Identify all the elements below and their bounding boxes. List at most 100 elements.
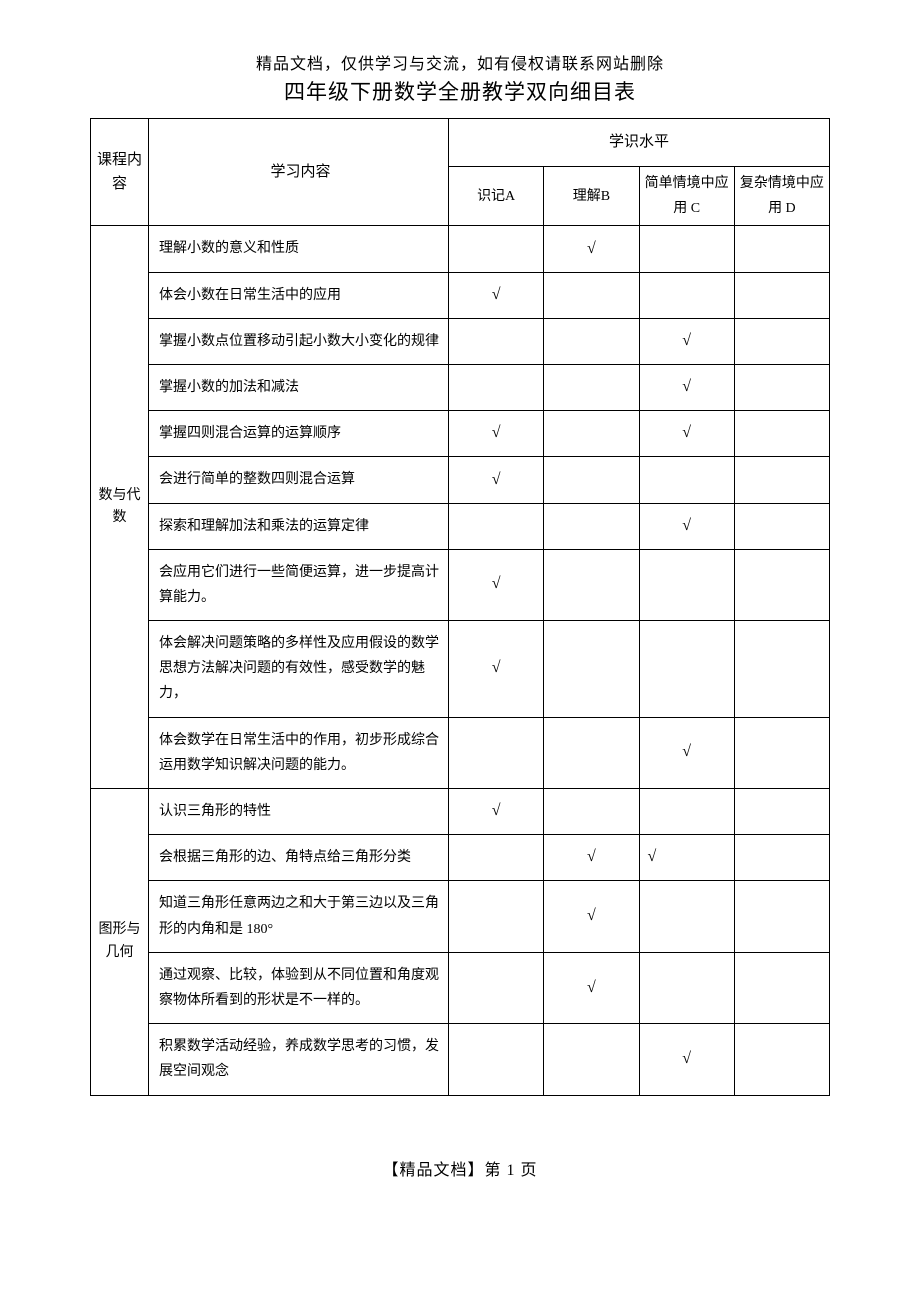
level-a-cell — [449, 1024, 544, 1095]
table-row: 体会解决问题策略的多样性及应用假设的数学思想方法解决问题的有效性，感受数学的魅力… — [91, 621, 830, 718]
level-b-cell — [544, 457, 639, 503]
level-b-cell — [544, 411, 639, 457]
level-b-cell: √ — [544, 226, 639, 272]
category-cell: 图形与几何 — [91, 789, 149, 1096]
level-a-cell: √ — [449, 549, 544, 620]
content-cell: 掌握四则混合运算的运算顺序 — [149, 411, 449, 457]
content-cell: 会进行简单的整数四则混合运算 — [149, 457, 449, 503]
level-a-cell: √ — [449, 272, 544, 318]
level-b-cell: √ — [544, 881, 639, 952]
level-d-cell — [734, 272, 829, 318]
table-row: 知道三角形任意两边之和大于第三边以及三角形的内角和是 180° √ — [91, 881, 830, 952]
content-cell: 体会解决问题策略的多样性及应用假设的数学思想方法解决问题的有效性，感受数学的魅力… — [149, 621, 449, 718]
content-cell: 体会小数在日常生活中的应用 — [149, 272, 449, 318]
level-c-cell: √ — [639, 411, 734, 457]
table-row: 体会小数在日常生活中的应用 √ — [91, 272, 830, 318]
header-level-group: 学识水平 — [449, 119, 830, 167]
level-c-cell: √ — [639, 503, 734, 549]
level-d-cell — [734, 952, 829, 1023]
header-content: 学习内容 — [149, 119, 449, 226]
level-a-cell — [449, 364, 544, 410]
level-d-cell — [734, 318, 829, 364]
header-level-c: 简单情境中应用 C — [639, 167, 734, 226]
level-d-cell — [734, 717, 829, 788]
level-a-cell — [449, 835, 544, 881]
content-cell: 会根据三角形的边、角特点给三角形分类 — [149, 835, 449, 881]
level-d-cell — [734, 1024, 829, 1095]
table-row: 会进行简单的整数四则混合运算 √ — [91, 457, 830, 503]
content-cell: 知道三角形任意两边之和大于第三边以及三角形的内角和是 180° — [149, 881, 449, 952]
content-cell: 体会数学在日常生活中的作用，初步形成综合运用数学知识解决问题的能力。 — [149, 717, 449, 788]
level-c-cell — [639, 549, 734, 620]
level-c-cell — [639, 272, 734, 318]
level-a-cell: √ — [449, 621, 544, 718]
level-b-cell — [544, 549, 639, 620]
table-row: 体会数学在日常生活中的作用，初步形成综合运用数学知识解决问题的能力。 √ — [91, 717, 830, 788]
level-c-cell — [639, 789, 734, 835]
table-row: 探索和理解加法和乘法的运算定律 √ — [91, 503, 830, 549]
level-b-cell — [544, 717, 639, 788]
curriculum-table: 课程内容 学习内容 学识水平 识记A 理解B 简单情境中应用 C 复杂情境中应用… — [90, 118, 830, 1096]
level-d-cell — [734, 411, 829, 457]
table-row: 图形与几何 认识三角形的特性 √ — [91, 789, 830, 835]
level-a-cell — [449, 318, 544, 364]
content-cell: 理解小数的意义和性质 — [149, 226, 449, 272]
table-row: 数与代数 理解小数的意义和性质 √ — [91, 226, 830, 272]
content-cell: 通过观察、比较，体验到从不同位置和角度观察物体所看到的形状是不一样的。 — [149, 952, 449, 1023]
level-b-cell — [544, 789, 639, 835]
level-c-cell — [639, 226, 734, 272]
level-b-cell — [544, 503, 639, 549]
level-a-cell: √ — [449, 411, 544, 457]
content-cell: 认识三角形的特性 — [149, 789, 449, 835]
level-a-cell — [449, 717, 544, 788]
level-c-cell — [639, 457, 734, 503]
content-cell: 掌握小数点位置移动引起小数大小变化的规律 — [149, 318, 449, 364]
document-title: 四年级下册数学全册教学双向细目表 — [90, 76, 830, 106]
level-b-cell — [544, 318, 639, 364]
level-d-cell — [734, 503, 829, 549]
level-b-cell: √ — [544, 835, 639, 881]
level-c-cell — [639, 952, 734, 1023]
header-level-a: 识记A — [449, 167, 544, 226]
table-row: 掌握四则混合运算的运算顺序 √ √ — [91, 411, 830, 457]
content-cell: 会应用它们进行一些简便运算，进一步提高计算能力。 — [149, 549, 449, 620]
level-d-cell — [734, 789, 829, 835]
level-c-cell — [639, 881, 734, 952]
level-b-cell — [544, 272, 639, 318]
content-cell: 掌握小数的加法和减法 — [149, 364, 449, 410]
level-d-cell — [734, 457, 829, 503]
header-level-b: 理解B — [544, 167, 639, 226]
level-c-cell: √ — [639, 364, 734, 410]
level-d-cell — [734, 364, 829, 410]
table-row: 掌握小数的加法和减法 √ — [91, 364, 830, 410]
header-note: 精品文档，仅供学习与交流，如有侵权请联系网站删除 — [90, 50, 830, 74]
level-a-cell: √ — [449, 457, 544, 503]
level-d-cell — [734, 226, 829, 272]
level-d-cell — [734, 835, 829, 881]
level-d-cell — [734, 549, 829, 620]
level-a-cell: √ — [449, 789, 544, 835]
table-row: 积累数学活动经验，养成数学思考的习惯，发展空间观念 √ — [91, 1024, 830, 1095]
level-a-cell — [449, 503, 544, 549]
content-cell: 探索和理解加法和乘法的运算定律 — [149, 503, 449, 549]
table-row: 掌握小数点位置移动引起小数大小变化的规律 √ — [91, 318, 830, 364]
header-level-d: 复杂情境中应用 D — [734, 167, 829, 226]
level-c-cell — [639, 621, 734, 718]
page-footer: 【精品文档】第 1 页 — [90, 1156, 830, 1180]
level-b-cell — [544, 621, 639, 718]
level-a-cell — [449, 226, 544, 272]
category-cell: 数与代数 — [91, 226, 149, 789]
level-d-cell — [734, 881, 829, 952]
table-row: 通过观察、比较，体验到从不同位置和角度观察物体所看到的形状是不一样的。 √ — [91, 952, 830, 1023]
level-b-cell — [544, 364, 639, 410]
level-a-cell — [449, 881, 544, 952]
table-row: 会应用它们进行一些简便运算，进一步提高计算能力。 √ — [91, 549, 830, 620]
level-b-cell — [544, 1024, 639, 1095]
level-c-cell: √ — [639, 835, 734, 881]
level-c-cell: √ — [639, 717, 734, 788]
header-category: 课程内容 — [91, 119, 149, 226]
level-b-cell: √ — [544, 952, 639, 1023]
table-row: 会根据三角形的边、角特点给三角形分类 √ √ — [91, 835, 830, 881]
level-a-cell — [449, 952, 544, 1023]
level-c-cell: √ — [639, 318, 734, 364]
